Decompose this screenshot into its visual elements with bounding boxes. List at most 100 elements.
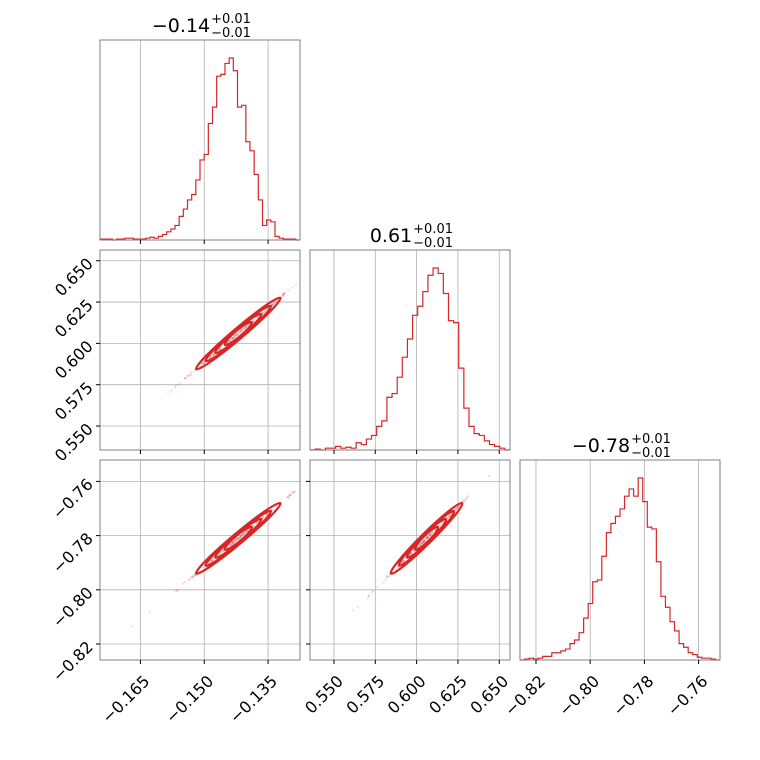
param-title-minus-0: −0.01 <box>211 26 251 41</box>
sample-point <box>239 536 242 539</box>
sample-point <box>439 523 442 527</box>
sample-point <box>367 594 370 597</box>
sample-point <box>193 574 196 577</box>
sample-point <box>428 532 431 536</box>
sample-point <box>454 508 457 511</box>
param-title-median-2: −0.78 <box>572 435 630 457</box>
sample-point <box>241 533 244 536</box>
sample-point <box>464 497 467 500</box>
sample-point <box>463 500 466 503</box>
scatter-panel-2-0 <box>96 459 301 664</box>
sample-point <box>211 559 214 562</box>
sample-point <box>423 538 427 541</box>
x-tick-label-p0: −0.135 <box>226 672 281 727</box>
sample-point <box>230 338 233 341</box>
sample-point <box>232 336 235 340</box>
sample-point <box>231 540 234 543</box>
panel-frame <box>309 249 511 451</box>
sample-point <box>252 320 255 323</box>
sample-point <box>425 537 428 540</box>
sample-point <box>283 292 286 295</box>
sample-point <box>426 536 429 539</box>
sample-point <box>287 496 290 499</box>
sample-point <box>192 575 195 578</box>
sample-point <box>293 490 297 493</box>
sample-point <box>426 536 430 539</box>
sample-point <box>200 362 203 366</box>
sample-point <box>174 589 178 593</box>
sample-point <box>233 540 237 543</box>
sample-point <box>218 551 222 555</box>
sample-point <box>428 533 431 536</box>
sample-point <box>409 553 412 556</box>
sample-point <box>455 506 458 509</box>
sample-point <box>273 301 276 305</box>
sample-point <box>386 575 389 578</box>
sample-point <box>425 537 428 540</box>
sample-point <box>281 294 284 298</box>
sample-point <box>241 328 244 331</box>
x-tick-label-p1: 0.625 <box>425 672 471 718</box>
sample-point <box>212 354 216 357</box>
sample-point <box>426 535 429 539</box>
sample-point <box>402 559 405 562</box>
sample-point <box>466 496 469 499</box>
param-title-plus-1: +0.01 <box>413 222 453 237</box>
sample-point <box>244 326 247 329</box>
y-tick-label-p2: −0.82 <box>49 637 97 685</box>
sample-point <box>230 543 233 546</box>
scatter-panel-2-1 <box>306 459 511 664</box>
sample-point <box>425 536 428 539</box>
sample-point <box>281 295 285 298</box>
sample-point <box>193 574 196 577</box>
sample-point <box>290 493 293 497</box>
param-title-plus-0: +0.01 <box>211 12 251 27</box>
sample-point <box>263 310 266 313</box>
sample-point <box>238 331 241 334</box>
hist-panel-1: 0.61 +0.01−0.01 <box>309 222 511 454</box>
panel-frame <box>99 39 301 241</box>
sample-point <box>454 508 458 511</box>
sample-point <box>238 536 242 539</box>
sample-point <box>263 516 266 519</box>
sample-point <box>265 513 268 517</box>
sample-point <box>231 540 234 544</box>
sample-point <box>229 543 232 546</box>
sample-point <box>421 540 424 543</box>
sample-point <box>228 543 232 546</box>
sample-point <box>423 540 426 543</box>
sample-point <box>170 389 173 392</box>
sample-point <box>239 331 242 334</box>
sample-point <box>412 549 415 552</box>
sample-point <box>292 491 295 494</box>
sample-point <box>449 514 452 517</box>
sample-point <box>230 541 234 545</box>
sample-point <box>283 292 286 295</box>
sample-point <box>173 384 177 388</box>
sample-point <box>236 332 239 336</box>
sample-point <box>272 508 275 511</box>
sample-point <box>372 589 375 592</box>
sample-point <box>236 537 239 541</box>
scatter-panel-1-0 <box>96 249 304 454</box>
sample-point <box>232 542 235 545</box>
hist-panel-0: −0.14 +0.01−0.01 <box>99 12 301 244</box>
sample-point <box>246 530 249 533</box>
sample-point <box>243 326 246 329</box>
sample-point <box>419 543 422 546</box>
sample-point <box>275 300 278 303</box>
sample-point <box>240 328 243 331</box>
sample-point <box>202 362 205 365</box>
sample-point <box>302 278 304 280</box>
sample-point <box>176 588 179 591</box>
sample-point <box>210 560 213 563</box>
sample-point <box>462 499 465 503</box>
sample-point <box>245 325 248 328</box>
sample-point <box>234 539 237 542</box>
sample-point <box>431 532 434 535</box>
contour-level-3 <box>194 501 282 575</box>
sample-point <box>193 369 197 372</box>
sample-point <box>273 301 276 304</box>
histogram-1 <box>310 267 510 451</box>
sample-point <box>183 377 187 380</box>
